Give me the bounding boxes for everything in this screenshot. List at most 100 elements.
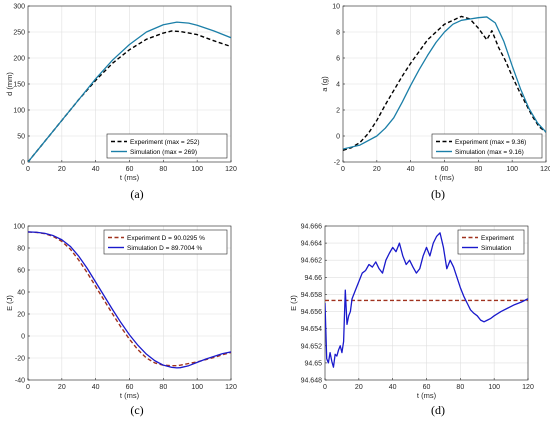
x-tick-label: 40 bbox=[92, 384, 100, 391]
legend-entry: Experiment (max = 9.36) bbox=[455, 139, 526, 146]
y-tick-label: 94.666 bbox=[301, 224, 323, 231]
y-tick-label: 8 bbox=[336, 30, 340, 37]
legend: Experiment (max = 9.36) Simulation (max =… bbox=[431, 133, 543, 159]
y-tick-label: 6 bbox=[336, 56, 340, 63]
y-axis-label: E (J) bbox=[289, 295, 298, 311]
panel-caption: (d) bbox=[431, 403, 445, 417]
panel-caption: (b) bbox=[431, 187, 445, 201]
series-line-2 bbox=[343, 16, 546, 150]
legend-box bbox=[103, 229, 228, 255]
y-tick-label: 100 bbox=[13, 224, 25, 231]
x-axis-label: t (ms) bbox=[120, 391, 140, 400]
x-tick-label: 80 bbox=[474, 166, 482, 173]
y-tick-label: 94.664 bbox=[301, 241, 323, 248]
y-tick-label: 60 bbox=[17, 268, 25, 275]
legend-entry: Experiment bbox=[481, 235, 514, 242]
x-tick-label: 0 bbox=[26, 384, 30, 391]
x-tick-label: 80 bbox=[456, 384, 464, 391]
plot-frame bbox=[27, 5, 232, 163]
y-tick-label: 4 bbox=[336, 82, 340, 89]
y-axis-label: d (mm) bbox=[5, 72, 14, 96]
chart-panel-3: 0 20 40 60 80 100 120 -40 -20 0 20 40 60 80 100 t (ms) E… bbox=[5, 224, 237, 418]
y-tick-label: -20 bbox=[15, 356, 25, 363]
legend-box bbox=[431, 133, 543, 159]
y-tick-label: 94.654 bbox=[301, 326, 323, 333]
x-tick-label: 60 bbox=[126, 384, 134, 391]
series-line-2 bbox=[28, 231, 231, 369]
plot-frame bbox=[342, 5, 547, 163]
y-tick-label: 94.658 bbox=[301, 292, 323, 299]
x-tick-label: 100 bbox=[506, 166, 518, 173]
x-tick-label: 100 bbox=[191, 384, 203, 391]
y-tick-label: 10 bbox=[332, 4, 340, 11]
x-tick-label: 120 bbox=[522, 384, 534, 391]
series-line-2 bbox=[28, 21, 231, 162]
x-tick-label: 0 bbox=[26, 166, 30, 173]
y-tick-label: 150 bbox=[13, 82, 25, 89]
y-tick-label: 40 bbox=[17, 290, 25, 297]
y-tick-label: 94.662 bbox=[301, 258, 323, 265]
series-line-1 bbox=[28, 30, 231, 162]
y-tick-label: 94.66 bbox=[304, 275, 322, 282]
x-tick-label: 120 bbox=[225, 384, 237, 391]
legend: Experiment D = 90.0295 % Simulation D = 8… bbox=[103, 229, 228, 255]
y-tick-label: 2 bbox=[336, 108, 340, 115]
chart-panel-1: 0 20 40 60 80 100 120 0 50 100 150 200 250 300 t (ms) d… bbox=[5, 4, 237, 202]
panel-caption: (a) bbox=[130, 187, 143, 201]
legend-box bbox=[457, 229, 525, 255]
y-tick-label: 94.648 bbox=[301, 378, 323, 385]
x-tick-label: 80 bbox=[159, 166, 167, 173]
y-axis-label: a (g) bbox=[320, 76, 329, 92]
x-tick-label: 60 bbox=[441, 166, 449, 173]
y-axis-label: E (J) bbox=[5, 295, 14, 311]
y-tick-label: 94.656 bbox=[301, 309, 323, 316]
y-tick-label: 0 bbox=[21, 160, 25, 167]
y-tick-label: 100 bbox=[13, 108, 25, 115]
x-axis-label: t (ms) bbox=[120, 173, 140, 182]
x-tick-label: 0 bbox=[341, 166, 345, 173]
x-tick-label: 20 bbox=[373, 166, 381, 173]
legend-entry: Simulation bbox=[481, 245, 512, 252]
x-tick-label: 60 bbox=[126, 166, 134, 173]
legend-box bbox=[106, 133, 228, 159]
y-tick-label: 200 bbox=[13, 56, 25, 63]
x-tick-label: 120 bbox=[225, 166, 237, 173]
y-tick-label: 94.652 bbox=[301, 343, 323, 350]
y-tick-label: 94.65 bbox=[304, 360, 322, 367]
legend-entry: Simulation (max = 269) bbox=[130, 149, 197, 156]
x-tick-label: 20 bbox=[58, 166, 66, 173]
series-line-1 bbox=[343, 15, 546, 151]
x-tick-label: 40 bbox=[407, 166, 415, 173]
x-tick-label: 80 bbox=[159, 384, 167, 391]
x-axis-label: t (ms) bbox=[435, 173, 455, 182]
x-tick-label: 100 bbox=[191, 166, 203, 173]
plot-frame bbox=[27, 225, 232, 381]
legend-entry: Simulation (max = 9.16) bbox=[455, 149, 524, 156]
x-tick-label: 20 bbox=[58, 384, 66, 391]
x-tick-label: 120 bbox=[540, 166, 550, 173]
x-tick-label: 100 bbox=[488, 384, 500, 391]
y-tick-label: -2 bbox=[334, 160, 340, 167]
legend-entry: Experiment (max = 252) bbox=[130, 139, 200, 146]
y-tick-label: 300 bbox=[13, 4, 25, 11]
y-tick-label: 250 bbox=[13, 30, 25, 37]
x-tick-label: 0 bbox=[323, 384, 327, 391]
x-tick-label: 40 bbox=[92, 166, 100, 173]
legend: Experiment Simulation bbox=[457, 229, 525, 255]
legend-entry: Experiment D = 90.0295 % bbox=[127, 235, 205, 242]
x-axis-label: t (ms) bbox=[417, 391, 437, 400]
legend-entry: Simulation D = 89.7004 % bbox=[127, 245, 203, 252]
panel-caption: (c) bbox=[130, 403, 143, 417]
x-tick-label: 40 bbox=[389, 384, 397, 391]
y-tick-label: 20 bbox=[17, 312, 25, 319]
legend: Experiment (max = 252) Simulation (max = … bbox=[106, 133, 228, 159]
y-tick-label: -40 bbox=[15, 378, 25, 385]
y-tick-label: 0 bbox=[336, 134, 340, 141]
x-tick-label: 20 bbox=[355, 384, 363, 391]
chart-panel-4: 0 20 40 60 80 100 120 94.648 94.65 94.652 94.654 94… bbox=[289, 224, 534, 418]
y-tick-label: 50 bbox=[17, 134, 25, 141]
y-tick-label: 0 bbox=[21, 334, 25, 341]
series-line-2 bbox=[325, 232, 528, 368]
